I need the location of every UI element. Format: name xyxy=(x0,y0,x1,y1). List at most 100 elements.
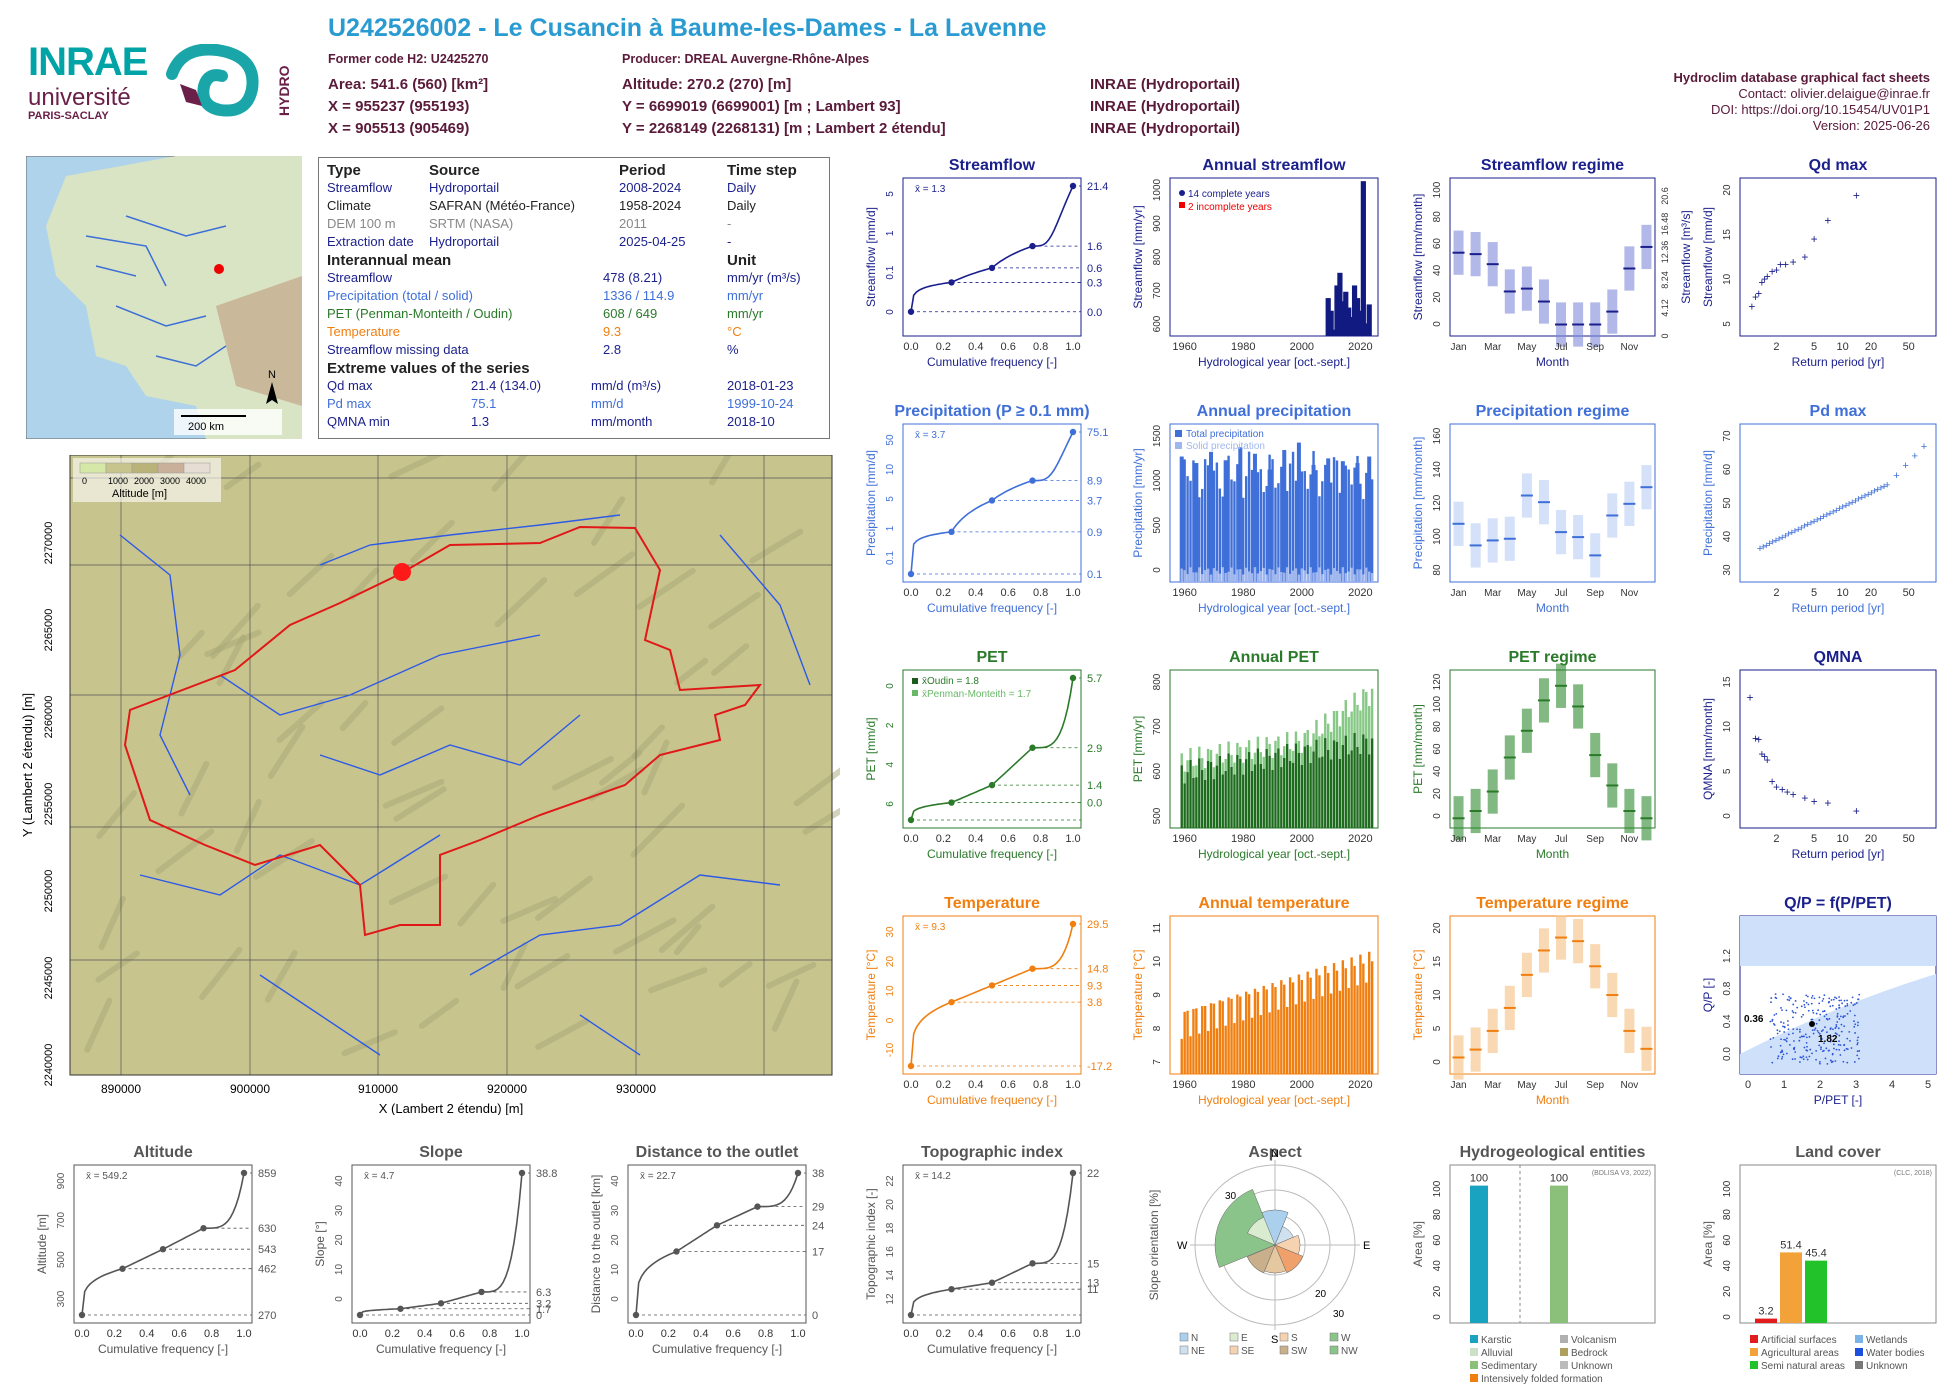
qp-point xyxy=(1838,1027,1840,1029)
y-tick: 80 xyxy=(1722,1209,1733,1221)
annual-bar xyxy=(1216,462,1218,582)
legend-square xyxy=(1280,1346,1288,1354)
qp-point xyxy=(1857,1039,1859,1041)
solid-precip-bar xyxy=(1242,574,1244,582)
right-tick: 630 xyxy=(258,1223,276,1235)
annual-bar xyxy=(1233,481,1235,582)
x-tick: 0.4 xyxy=(968,587,983,599)
solid-precip-bar xyxy=(1324,570,1326,582)
annual-bar xyxy=(1315,740,1317,828)
qp-point xyxy=(1856,1054,1858,1056)
panel-title: Topographic index xyxy=(921,1144,1063,1161)
annual-bar xyxy=(1362,734,1364,828)
annual-bar xyxy=(1201,770,1203,828)
x-tick: 1960 xyxy=(1172,587,1196,599)
annual-bar xyxy=(1353,966,1355,1074)
annual-bar xyxy=(1321,996,1323,1074)
y-tick: 50 xyxy=(885,434,896,446)
y-tick: 60 xyxy=(1432,743,1443,755)
return-period-point: + xyxy=(1755,733,1762,747)
x-tick: 1980 xyxy=(1231,341,1255,353)
y-tick: 60 xyxy=(1722,464,1733,476)
qp-point xyxy=(1802,1055,1804,1057)
x-tick: 5 xyxy=(1811,587,1817,599)
annual-bar xyxy=(1201,1006,1203,1074)
month-tick: Jul xyxy=(1555,1080,1568,1091)
month-tick: Jan xyxy=(1450,342,1466,353)
solid-precip-bar xyxy=(1222,567,1224,582)
month-tick: Jan xyxy=(1450,1080,1466,1091)
legend-square xyxy=(1750,1348,1758,1356)
annual-bar xyxy=(1265,989,1267,1074)
qp-point xyxy=(1804,1047,1806,1049)
annual-bar-pm xyxy=(1306,730,1308,745)
annual-bar xyxy=(1263,769,1265,828)
legend-text: 14 complete years xyxy=(1188,189,1270,200)
annual-bar xyxy=(1312,451,1314,582)
annual-bar xyxy=(1289,977,1291,1074)
qp-point xyxy=(1840,999,1842,1001)
y-tick: 6 xyxy=(885,801,896,807)
solid-precip-bar xyxy=(1192,572,1194,582)
y-axis-label: Distance to the outlet [km] xyxy=(589,1175,603,1314)
y-axis-label: Streamflow [m³/s] xyxy=(1679,210,1693,303)
x-tick: 0.0 xyxy=(903,1079,918,1091)
month-tick: Sep xyxy=(1586,588,1604,599)
annual-bar xyxy=(1239,997,1241,1074)
annual-bar xyxy=(1339,759,1341,828)
qp-point xyxy=(1807,996,1809,998)
qp-point xyxy=(1793,1012,1795,1014)
y-tick: 40 xyxy=(610,1175,621,1187)
qp-point xyxy=(1820,1048,1822,1050)
qp-point xyxy=(1832,1053,1834,1055)
qp-point xyxy=(1781,1049,1783,1051)
solid-precip-bar xyxy=(1257,573,1259,582)
x-tick: 1.0 xyxy=(1065,1328,1080,1340)
solid-precip-bar xyxy=(1186,574,1188,582)
annual-bar xyxy=(1298,493,1300,582)
panel-title: PET xyxy=(976,649,1007,666)
annual-bar-pm xyxy=(1263,757,1265,769)
y-axis-label: Precipitation [mm/d] xyxy=(1701,450,1715,556)
qp-point xyxy=(1799,1029,1801,1031)
qp-point xyxy=(1805,1033,1807,1035)
x-tick: 0.6 xyxy=(1001,341,1016,353)
legend-square xyxy=(1750,1335,1758,1343)
y-tick: 10 xyxy=(885,985,896,997)
annual-bar-pm xyxy=(1239,747,1241,759)
qp-point xyxy=(1815,1027,1817,1029)
y-tick: 0 xyxy=(1152,567,1163,573)
solid-precip-bar xyxy=(1239,569,1241,582)
annual-bar xyxy=(1336,460,1338,582)
annual-bar xyxy=(1304,746,1306,828)
annual-bar xyxy=(1219,1000,1221,1074)
qp-point xyxy=(1801,1005,1803,1007)
qp-point xyxy=(1828,1050,1830,1052)
x-axis-label: Month xyxy=(1536,847,1569,861)
x-tick: 0.4 xyxy=(968,1079,983,1091)
annual-bar xyxy=(1189,760,1191,828)
return-period-point: + xyxy=(1811,794,1818,808)
annual-bar-pm xyxy=(1248,740,1250,752)
qp-point xyxy=(1856,1044,1858,1046)
qp-point xyxy=(1778,1055,1780,1057)
qp-point xyxy=(1793,1040,1795,1042)
return-period-point: + xyxy=(1853,804,1860,818)
y-tick: 10 xyxy=(334,1264,345,1276)
x-tick: 2000 xyxy=(1290,341,1314,353)
annual-bar xyxy=(1362,499,1364,582)
annual-bar xyxy=(1260,764,1262,828)
return-period-point: + xyxy=(1902,460,1908,472)
annual-bar xyxy=(1192,460,1194,582)
right-tick: 543 xyxy=(258,1244,276,1256)
right-tick: 0.0 xyxy=(1087,798,1102,810)
qp-point xyxy=(1773,1014,1775,1016)
x-tick: 5 xyxy=(1925,1079,1931,1091)
qp-point xyxy=(1823,994,1825,996)
solid-precip-bar xyxy=(1318,567,1320,582)
panel-title: Temperature regime xyxy=(1476,895,1629,912)
annual-bar xyxy=(1292,452,1294,582)
annual-bar xyxy=(1345,968,1347,1074)
annual-bar-pm xyxy=(1224,759,1226,771)
